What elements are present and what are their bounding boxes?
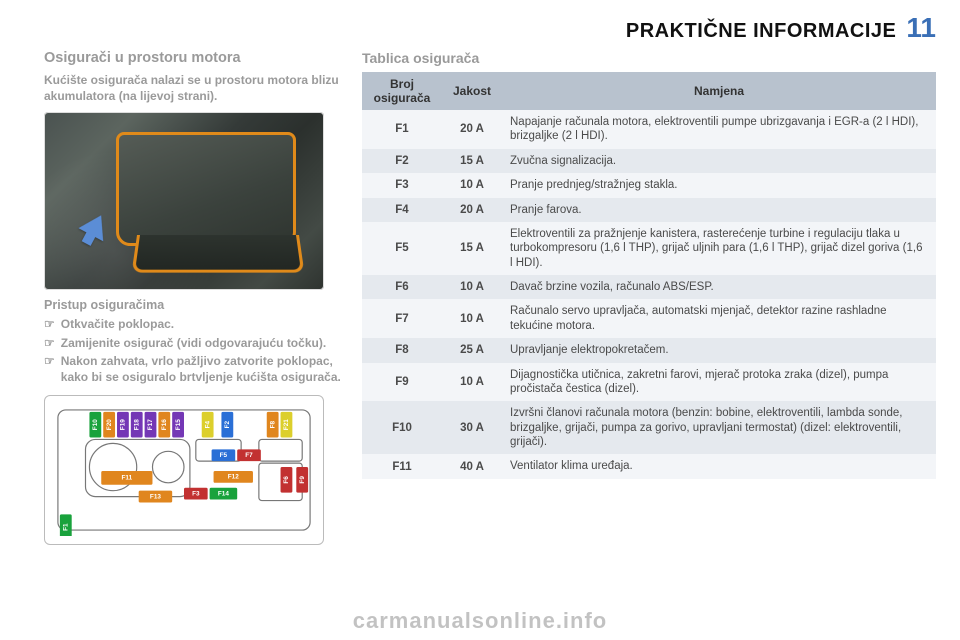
cell-rating: 40 A [442,454,502,478]
table-row: F420 APranje farova. [362,198,936,222]
access-title: Pristup osiguračima [44,298,344,312]
cell-id: F7 [362,299,442,338]
cell-id: F4 [362,198,442,222]
section-title: PRAKTIČNE INFORMACIJE [626,20,897,43]
cell-desc: Pranje prednjeg/stražnjeg stakla. [502,173,936,197]
svg-text:F17: F17 [147,419,154,430]
svg-text:F12: F12 [228,474,239,481]
svg-text:F13: F13 [150,493,161,500]
col-rating: Jakost [442,72,502,110]
svg-text:F20: F20 [106,419,113,430]
cell-desc: Upravljanje elektropokretačem. [502,338,936,362]
page-header: PRAKTIČNE INFORMACIJE 11 [44,12,936,44]
cell-desc: Računalo servo upravljača, automatski mj… [502,299,936,338]
col-id: Broj osigurača [362,72,442,110]
cell-id: F11 [362,454,442,478]
cell-desc: Napajanje računala motora, elektroventil… [502,110,936,149]
cell-id: F8 [362,338,442,362]
svg-text:F5: F5 [220,452,228,459]
cell-rating: 10 A [442,173,502,197]
cell-desc: Izvršni članovi računala motora (benzin:… [502,401,936,454]
svg-text:F4: F4 [204,421,211,429]
cell-rating: 20 A [442,110,502,149]
svg-text:F9: F9 [299,476,306,484]
svg-text:F6: F6 [283,476,290,484]
pointer-arrow-icon [78,209,113,242]
cell-id: F9 [362,363,442,402]
svg-text:F11: F11 [122,475,133,482]
svg-text:F19: F19 [120,419,127,430]
svg-text:F14: F14 [218,490,229,497]
cell-rating: 10 A [442,299,502,338]
table-row: F1030 AIzvršni članovi računala motora (… [362,401,936,454]
cell-id: F2 [362,149,442,173]
svg-text:F8: F8 [269,421,276,429]
col-desc: Namjena [502,72,936,110]
cell-id: F3 [362,173,442,197]
svg-text:F15: F15 [175,419,182,430]
cell-rating: 10 A [442,275,502,299]
table-header-row: Broj osigurača Jakost Namjena [362,72,936,110]
left-title: Osigurači u prostoru motora [44,50,344,66]
cell-id: F6 [362,275,442,299]
table-row: F825 AUpravljanje elektropokretačem. [362,338,936,362]
cell-id: F1 [362,110,442,149]
svg-text:F18: F18 [133,419,140,430]
cell-id: F5 [362,222,442,275]
table-title: Tablica osigurača [362,50,936,66]
cell-desc: Ventilator klima uređaja. [502,454,936,478]
table-row: F310 APranje prednjeg/stražnjeg stakla. [362,173,936,197]
cell-rating: 10 A [442,363,502,402]
table-row: F120 ANapajanje računala motora, elektro… [362,110,936,149]
list-item: Otkvačite poklopac. [44,316,344,332]
fuse-cover-outline [116,132,296,246]
fuse-diagram: F1 F10 F20 F19 F18 F17 F16 F15 F4 F2 F8 F21 F5 F7 F12 F… [44,395,324,545]
table-row: F215 AZvučna signalizacija. [362,149,936,173]
cell-rating: 15 A [442,222,502,275]
cell-rating: 25 A [442,338,502,362]
watermark: carmanualsonline.info [0,608,960,634]
list-item: Zamijenite osigurač (vidi odgovarajuću t… [44,335,344,351]
table-row: F710 ARačunalo servo upravljača, automat… [362,299,936,338]
table-row: F610 ADavač brzine vozila, računalo ABS/… [362,275,936,299]
table-row: F1140 AVentilator klima uređaja. [362,454,936,478]
cell-id: F10 [362,401,442,454]
svg-text:F1: F1 [62,523,69,531]
svg-text:F7: F7 [245,452,253,459]
table-row: F910 ADijagnostička utičnica, zakretni f… [362,363,936,402]
right-column: Tablica osigurača Broj osigurača Jakost … [362,50,936,545]
cell-rating: 15 A [442,149,502,173]
access-steps: Otkvačite poklopac. Zamijenite osigurač (… [44,316,344,385]
cell-desc: Zvučna signalizacija. [502,149,936,173]
cell-rating: 30 A [442,401,502,454]
left-column: Osigurači u prostoru motora Kućište osig… [44,50,344,545]
chapter-number: 11 [906,12,936,44]
cell-rating: 20 A [442,198,502,222]
svg-text:F3: F3 [192,490,200,497]
svg-text:F21: F21 [283,419,290,430]
intro-text: Kućište osigurača nalazi se u prostoru m… [44,72,344,104]
cell-desc: Davač brzine vozila, računalo ABS/ESP. [502,275,936,299]
svg-text:F2: F2 [224,421,231,429]
cell-desc: Elektroventili za pražnjenje kanistera, … [502,222,936,275]
table-row: F515 AElektroventili za pražnjenje kanis… [362,222,936,275]
cell-desc: Pranje farova. [502,198,936,222]
cell-desc: Dijagnostička utičnica, zakretni farovi,… [502,363,936,402]
engine-photo [44,112,324,290]
svg-text:F10: F10 [92,419,99,430]
fuse-cover-front [132,235,305,273]
fuse-table: Broj osigurača Jakost Namjena F120 ANapa… [362,72,936,479]
svg-text:F16: F16 [161,419,168,430]
list-item: Nakon zahvata, vrlo pažljivo zatvorite p… [44,353,344,385]
manual-page: PRAKTIČNE INFORMACIJE 11 Osigurači u pro… [0,0,960,640]
